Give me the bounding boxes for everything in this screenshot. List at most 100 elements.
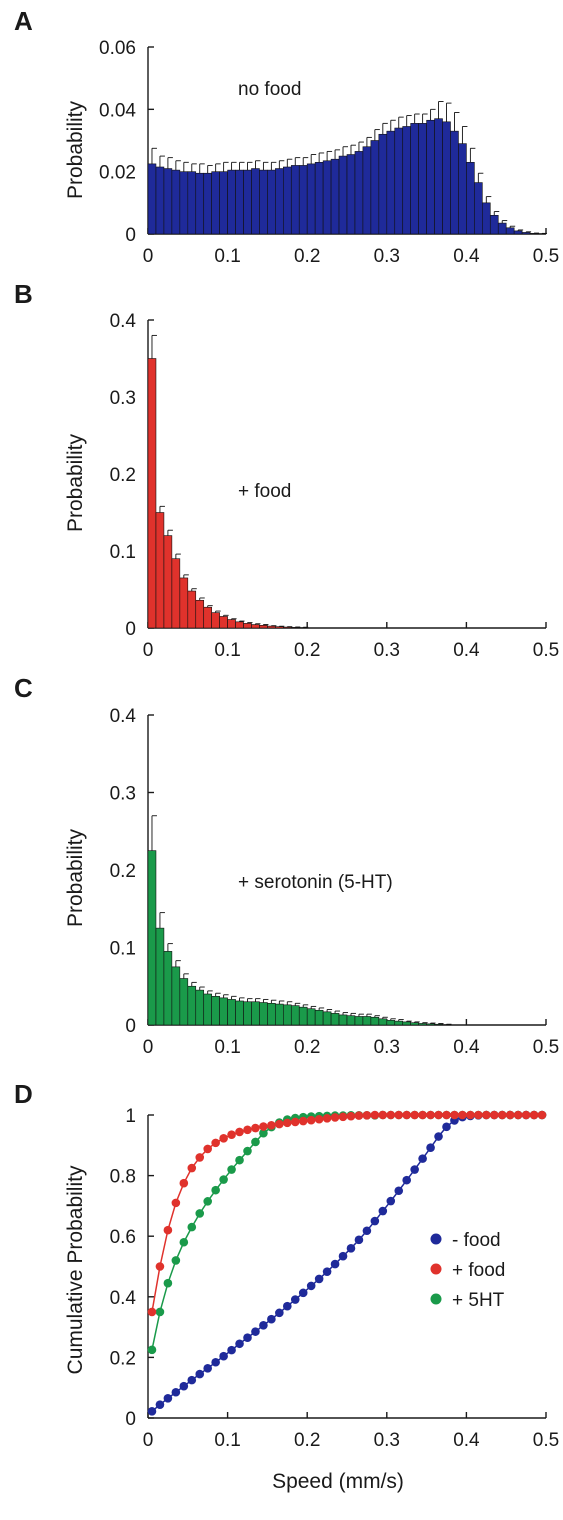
data-point bbox=[378, 1110, 388, 1120]
histogram-bar bbox=[179, 171, 189, 235]
histogram-bar bbox=[418, 1023, 427, 1026]
histogram-bar bbox=[275, 626, 284, 629]
histogram-bar bbox=[346, 1015, 356, 1026]
histogram-bar bbox=[171, 169, 181, 235]
histogram-bar bbox=[283, 1004, 292, 1026]
histogram-bar bbox=[306, 163, 316, 235]
panel-1-x-tick-label: 0.4 bbox=[453, 640, 480, 661]
histogram-bar bbox=[251, 168, 260, 235]
panel-3-y-tick-label: 0.2 bbox=[110, 1348, 136, 1369]
panel-0-x-tick-label: 0.3 bbox=[374, 246, 400, 267]
panel-1-x-tick-label: 0.3 bbox=[374, 640, 400, 661]
data-point bbox=[497, 1110, 507, 1120]
panel-2-x-tick-label: 0.5 bbox=[533, 1037, 559, 1058]
data-point bbox=[195, 1209, 205, 1218]
data-point bbox=[251, 1327, 260, 1336]
histogram-bar bbox=[474, 182, 483, 235]
panel-3-x-tick-label: 0.2 bbox=[294, 1430, 320, 1451]
data-point bbox=[450, 1110, 459, 1120]
histogram-bar bbox=[259, 625, 268, 629]
data-point bbox=[251, 1123, 260, 1133]
data-point bbox=[155, 1400, 165, 1409]
panel-1-x-tick-label: 0.5 bbox=[533, 640, 559, 661]
histogram-bar bbox=[267, 169, 276, 235]
panel-1-y-tick-label: 0.3 bbox=[110, 388, 136, 409]
data-point bbox=[187, 1163, 197, 1173]
histogram-bar bbox=[338, 155, 348, 235]
panel-3-x-tick-label: 0.5 bbox=[533, 1430, 559, 1451]
histogram-bar bbox=[155, 512, 165, 629]
histogram-bar bbox=[203, 172, 212, 235]
data-point bbox=[330, 1113, 340, 1122]
panel-a-annotation: no food bbox=[238, 79, 301, 100]
histogram-bar bbox=[147, 358, 157, 629]
legend-marker bbox=[430, 1263, 442, 1275]
data-point bbox=[354, 1111, 364, 1120]
panel-c: C Probability + serotonin (5-HT) 0 0.1 0.2… bbox=[14, 673, 559, 1058]
histogram-bar bbox=[466, 162, 475, 235]
histogram-bar bbox=[235, 621, 244, 629]
data-point bbox=[275, 1308, 284, 1318]
data-point bbox=[338, 1251, 348, 1261]
histogram-bar bbox=[298, 165, 308, 235]
panel-d-plot: 0 0.1 0.2 0.3 0.4 0.5 0 0.2 0.4 0.6 0.8 1 bbox=[110, 1106, 560, 1451]
panel-b: B Probability + food 0 0.1 0.2 0.3 0.4 0.5 0 0.… bbox=[14, 279, 559, 661]
data-point bbox=[147, 1345, 157, 1355]
histogram-bar bbox=[378, 1018, 388, 1026]
data-point bbox=[505, 1110, 515, 1120]
data-point bbox=[513, 1110, 523, 1120]
data-point bbox=[203, 1364, 212, 1373]
histogram-bar bbox=[394, 127, 404, 235]
data-point bbox=[338, 1112, 348, 1122]
histogram-bar bbox=[434, 1023, 443, 1026]
histogram-bar bbox=[513, 230, 523, 235]
histogram-bar bbox=[370, 140, 380, 235]
panel-1-y-tick-label: 0.1 bbox=[110, 542, 136, 563]
series-line bbox=[151, 1114, 543, 1313]
data-point bbox=[306, 1281, 316, 1291]
data-point bbox=[330, 1259, 340, 1269]
histogram-bar bbox=[211, 171, 220, 235]
histogram-bar bbox=[426, 1023, 435, 1026]
histogram-bar bbox=[235, 169, 244, 235]
panel-3-x-tick-label: 0.1 bbox=[214, 1430, 240, 1451]
data-point bbox=[171, 1387, 181, 1397]
histogram-bar bbox=[458, 143, 467, 235]
data-point bbox=[227, 1345, 236, 1355]
panel-1-x-tick-label: 0 bbox=[143, 640, 154, 661]
data-point bbox=[386, 1110, 396, 1120]
histogram-bar bbox=[195, 172, 205, 235]
histogram-bar bbox=[259, 1002, 268, 1026]
histogram-bar bbox=[330, 158, 340, 235]
histogram-bar bbox=[378, 133, 388, 235]
panel-1-y-tick-label: 0.4 bbox=[110, 311, 137, 332]
data-point bbox=[410, 1165, 419, 1174]
data-point bbox=[171, 1256, 181, 1265]
histogram-bar bbox=[338, 1014, 348, 1026]
data-point bbox=[298, 1288, 308, 1298]
histogram-bar bbox=[418, 123, 427, 235]
histogram-bar bbox=[306, 1008, 316, 1026]
data-point bbox=[243, 1333, 252, 1343]
data-point bbox=[306, 1115, 316, 1125]
data-point bbox=[298, 1116, 308, 1126]
data-point bbox=[259, 1128, 268, 1138]
histogram-bar bbox=[275, 1003, 284, 1026]
data-point bbox=[426, 1143, 435, 1153]
data-point bbox=[442, 1110, 451, 1120]
histogram-bar bbox=[155, 166, 165, 235]
panel-a-plot: 0 0.1 0.2 0.3 0.4 0.5 0 0.02 0.04 0.06 bbox=[99, 38, 559, 267]
histogram-bar bbox=[187, 171, 197, 235]
data-point bbox=[187, 1375, 197, 1385]
panel-1-x-tick-label: 0.2 bbox=[294, 640, 320, 661]
histogram-bar bbox=[219, 171, 228, 235]
histogram-bar bbox=[362, 1016, 372, 1026]
panel-0-y-tick-label: 0.02 bbox=[99, 163, 136, 184]
histogram-bar bbox=[259, 169, 268, 235]
legend-marker bbox=[430, 1233, 442, 1245]
panel-1-x-tick-label: 0.1 bbox=[214, 640, 240, 661]
panel-3-x-tick-label: 0.3 bbox=[374, 1430, 400, 1451]
histogram-bar bbox=[227, 619, 236, 629]
panel-d-letter: D bbox=[14, 1079, 33, 1109]
histogram-bar bbox=[155, 927, 165, 1026]
